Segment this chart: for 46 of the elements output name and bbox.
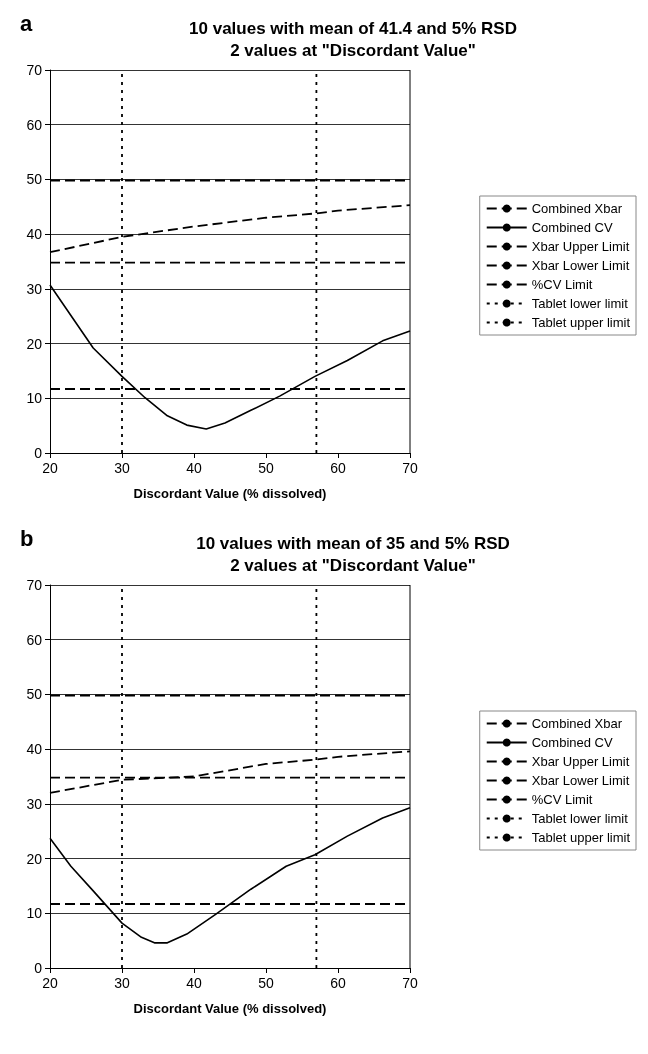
y-tick-label: 40	[26, 741, 43, 758]
x-tick-label: 40	[186, 975, 202, 991]
legend-label: Tablet lower limit	[531, 296, 629, 311]
y-tick-label: 20	[26, 850, 43, 867]
text: b	[20, 525, 34, 551]
x-tick-label: 40	[186, 460, 202, 476]
x-axis-title: Discordant Value (% dissolved)	[133, 486, 327, 501]
legend-label: Tablet upper limit	[531, 830, 631, 845]
x-tick-label: 60	[330, 975, 346, 991]
text: a	[20, 10, 33, 36]
legend-label: Tablet upper limit	[531, 315, 631, 330]
y-tick-label: 50	[26, 171, 43, 188]
legend-label: Combined CV	[531, 220, 613, 235]
y-tick-label: 10	[26, 905, 43, 922]
y-tick-label: 70	[26, 62, 43, 78]
x-tick-label: 70	[402, 460, 418, 476]
x-tick-label: 30	[114, 460, 130, 476]
legend-label: Xbar Upper Limit	[531, 754, 630, 769]
legend-label: %CV Limit	[531, 792, 593, 807]
legend-label: Xbar Lower Limit	[531, 258, 630, 273]
x-tick-label: 50	[258, 975, 274, 991]
x-tick-label: 70	[402, 975, 418, 991]
x-tick-label: 50	[258, 460, 274, 476]
x-axis-title: Discordant Value (% dissolved)	[133, 1001, 327, 1016]
y-tick-label: 20	[26, 335, 43, 352]
chart-title: 10 values with mean of 41.4 and 5% RSD 2 values at "Discordant Value"	[189, 18, 517, 60]
y-tick-label: 40	[26, 226, 43, 243]
legend-label: Combined Xbar	[531, 201, 623, 216]
legend-label: %CV Limit	[531, 277, 593, 292]
y-tick-label: 30	[26, 280, 43, 297]
legend-label: Combined CV	[531, 735, 613, 750]
legend-label: Tablet lower limit	[531, 811, 629, 826]
y-tick-label: 30	[26, 795, 43, 812]
x-tick-label: 60	[330, 460, 346, 476]
y-tick-label: 70	[26, 577, 43, 593]
y-tick-label: 50	[26, 686, 43, 703]
y-tick-label: 60	[26, 631, 43, 648]
y-tick-label: 10	[26, 390, 43, 407]
y-tick-label: 0	[34, 960, 43, 976]
y-tick-label: 0	[34, 445, 43, 461]
y-tick-label: 60	[26, 116, 43, 133]
legend-label: Combined Xbar	[531, 716, 623, 731]
legend-label: Xbar Upper Limit	[531, 239, 630, 254]
x-tick-label: 30	[114, 975, 130, 991]
legend-label: Xbar Lower Limit	[531, 773, 630, 788]
chart-title: 10 values with mean of 35 and 5% RSD 2 values at "Discordant Value"	[196, 533, 510, 575]
